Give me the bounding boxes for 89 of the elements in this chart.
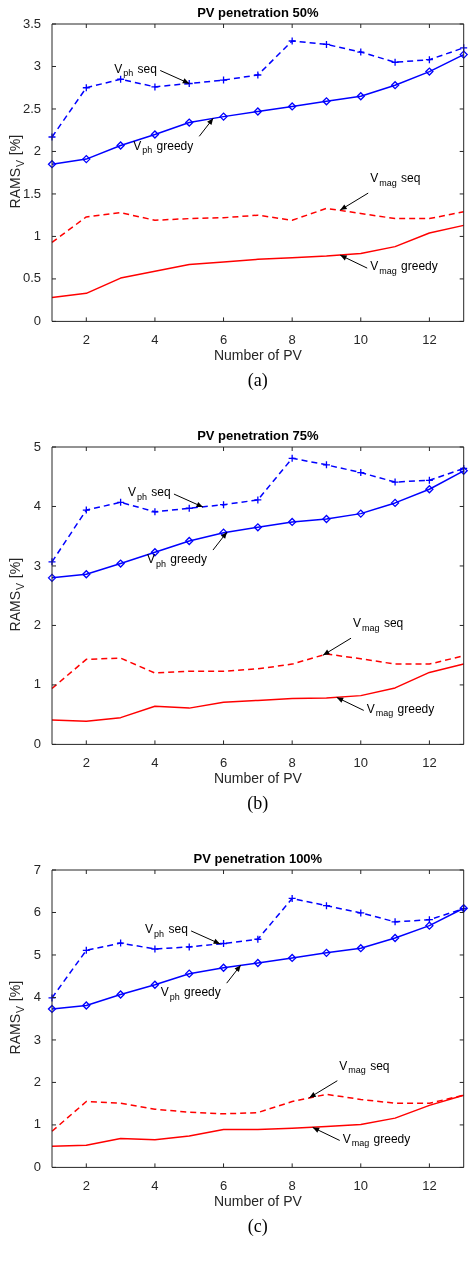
point [219,963,228,972]
y-tick-label: 3 [33,557,41,573]
y-tick-label: 2 [33,143,41,159]
y-tick-label: 1 [33,676,41,692]
point [219,112,228,121]
y-tick-label: 3 [33,58,41,74]
chart-title: PV penetration 50% [197,5,319,21]
y-tick-label: 0.5 [22,270,41,286]
point [82,154,91,164]
y-tick-label: 6 [33,904,41,920]
x-tick-label: 12 [422,1177,437,1193]
y-axis-title: RAMSV [%] [6,557,26,632]
point [82,1001,91,1010]
point [425,67,434,76]
point [390,933,400,943]
x-axis-title: Number of PV [213,770,303,787]
x-axis-title: Number of PV [213,347,303,364]
y-tick-label: 7 [33,861,41,877]
point [47,1004,57,1014]
x-tick-label: 8 [288,754,296,770]
point [253,107,262,116]
point [356,944,365,953]
x-tick-label: 2 [82,1177,90,1193]
x-axis-title: Number of PV [213,1193,303,1210]
x-tick-label: 2 [82,754,90,770]
x-tick-label: 8 [288,1177,296,1193]
point [322,948,331,957]
point [253,958,262,968]
point [425,485,434,494]
x-tick-label: 4 [151,1177,159,1193]
point [356,509,365,518]
y-tick-label: 2.5 [22,100,41,116]
point [356,92,365,101]
point [288,102,297,111]
y-tick-label: 0 [33,312,41,328]
y-tick-label: 2 [33,1074,41,1090]
point [150,980,160,989]
point [322,97,331,106]
point [185,118,194,127]
point [425,921,434,930]
x-tick-label: 10 [353,754,369,770]
point [459,50,468,59]
y-tick-label: 2 [33,617,41,633]
y-tick-label: 5 [33,438,41,454]
x-tick-label: 12 [422,331,437,347]
y-tick-label: 0 [33,735,41,751]
point [116,559,125,568]
point [116,990,125,999]
y-tick-label: 1 [33,228,41,244]
y-tick-label: 4 [33,498,41,514]
x-tick-label: 6 [219,331,228,347]
x-tick-label: 10 [353,1177,369,1193]
point [219,528,228,537]
text: (c) [247,1216,268,1238]
point [390,498,400,508]
x-tick-label: 10 [353,331,369,347]
x-tick-label: 4 [151,331,159,347]
chart-title: PV penetration 100% [193,851,323,867]
y-tick-label: 4 [33,989,41,1005]
y-tick-label: 0 [33,1158,41,1174]
point [82,570,91,579]
text: (a) [247,370,268,392]
y-tick-label: 3 [33,1031,41,1047]
chart-title: PV penetration 75% [197,428,319,444]
point [253,523,262,532]
y-tick-label: 1 [33,1116,41,1132]
point [322,514,331,524]
x-tick-label: 8 [288,331,296,347]
point [47,573,57,583]
y-tick-label: 5 [33,946,41,962]
y-tick-label: 1.5 [22,185,41,201]
point [47,160,57,169]
point [150,130,160,139]
x-tick-label: 4 [151,754,159,770]
point [185,536,194,546]
x-tick-label: 6 [219,1177,228,1193]
point [116,141,125,150]
y-axis-title: RAMSV [%] [6,980,26,1055]
y-tick-label: 3.5 [22,15,41,31]
x-tick-label: 12 [422,754,437,770]
point [288,517,297,527]
point [390,81,400,90]
x-tick-label: 6 [219,754,228,770]
text: (b) [247,793,269,815]
point [219,75,228,85]
point [288,953,297,963]
point [185,969,194,978]
x-tick-label: 2 [82,331,90,347]
line-series [51,207,465,244]
